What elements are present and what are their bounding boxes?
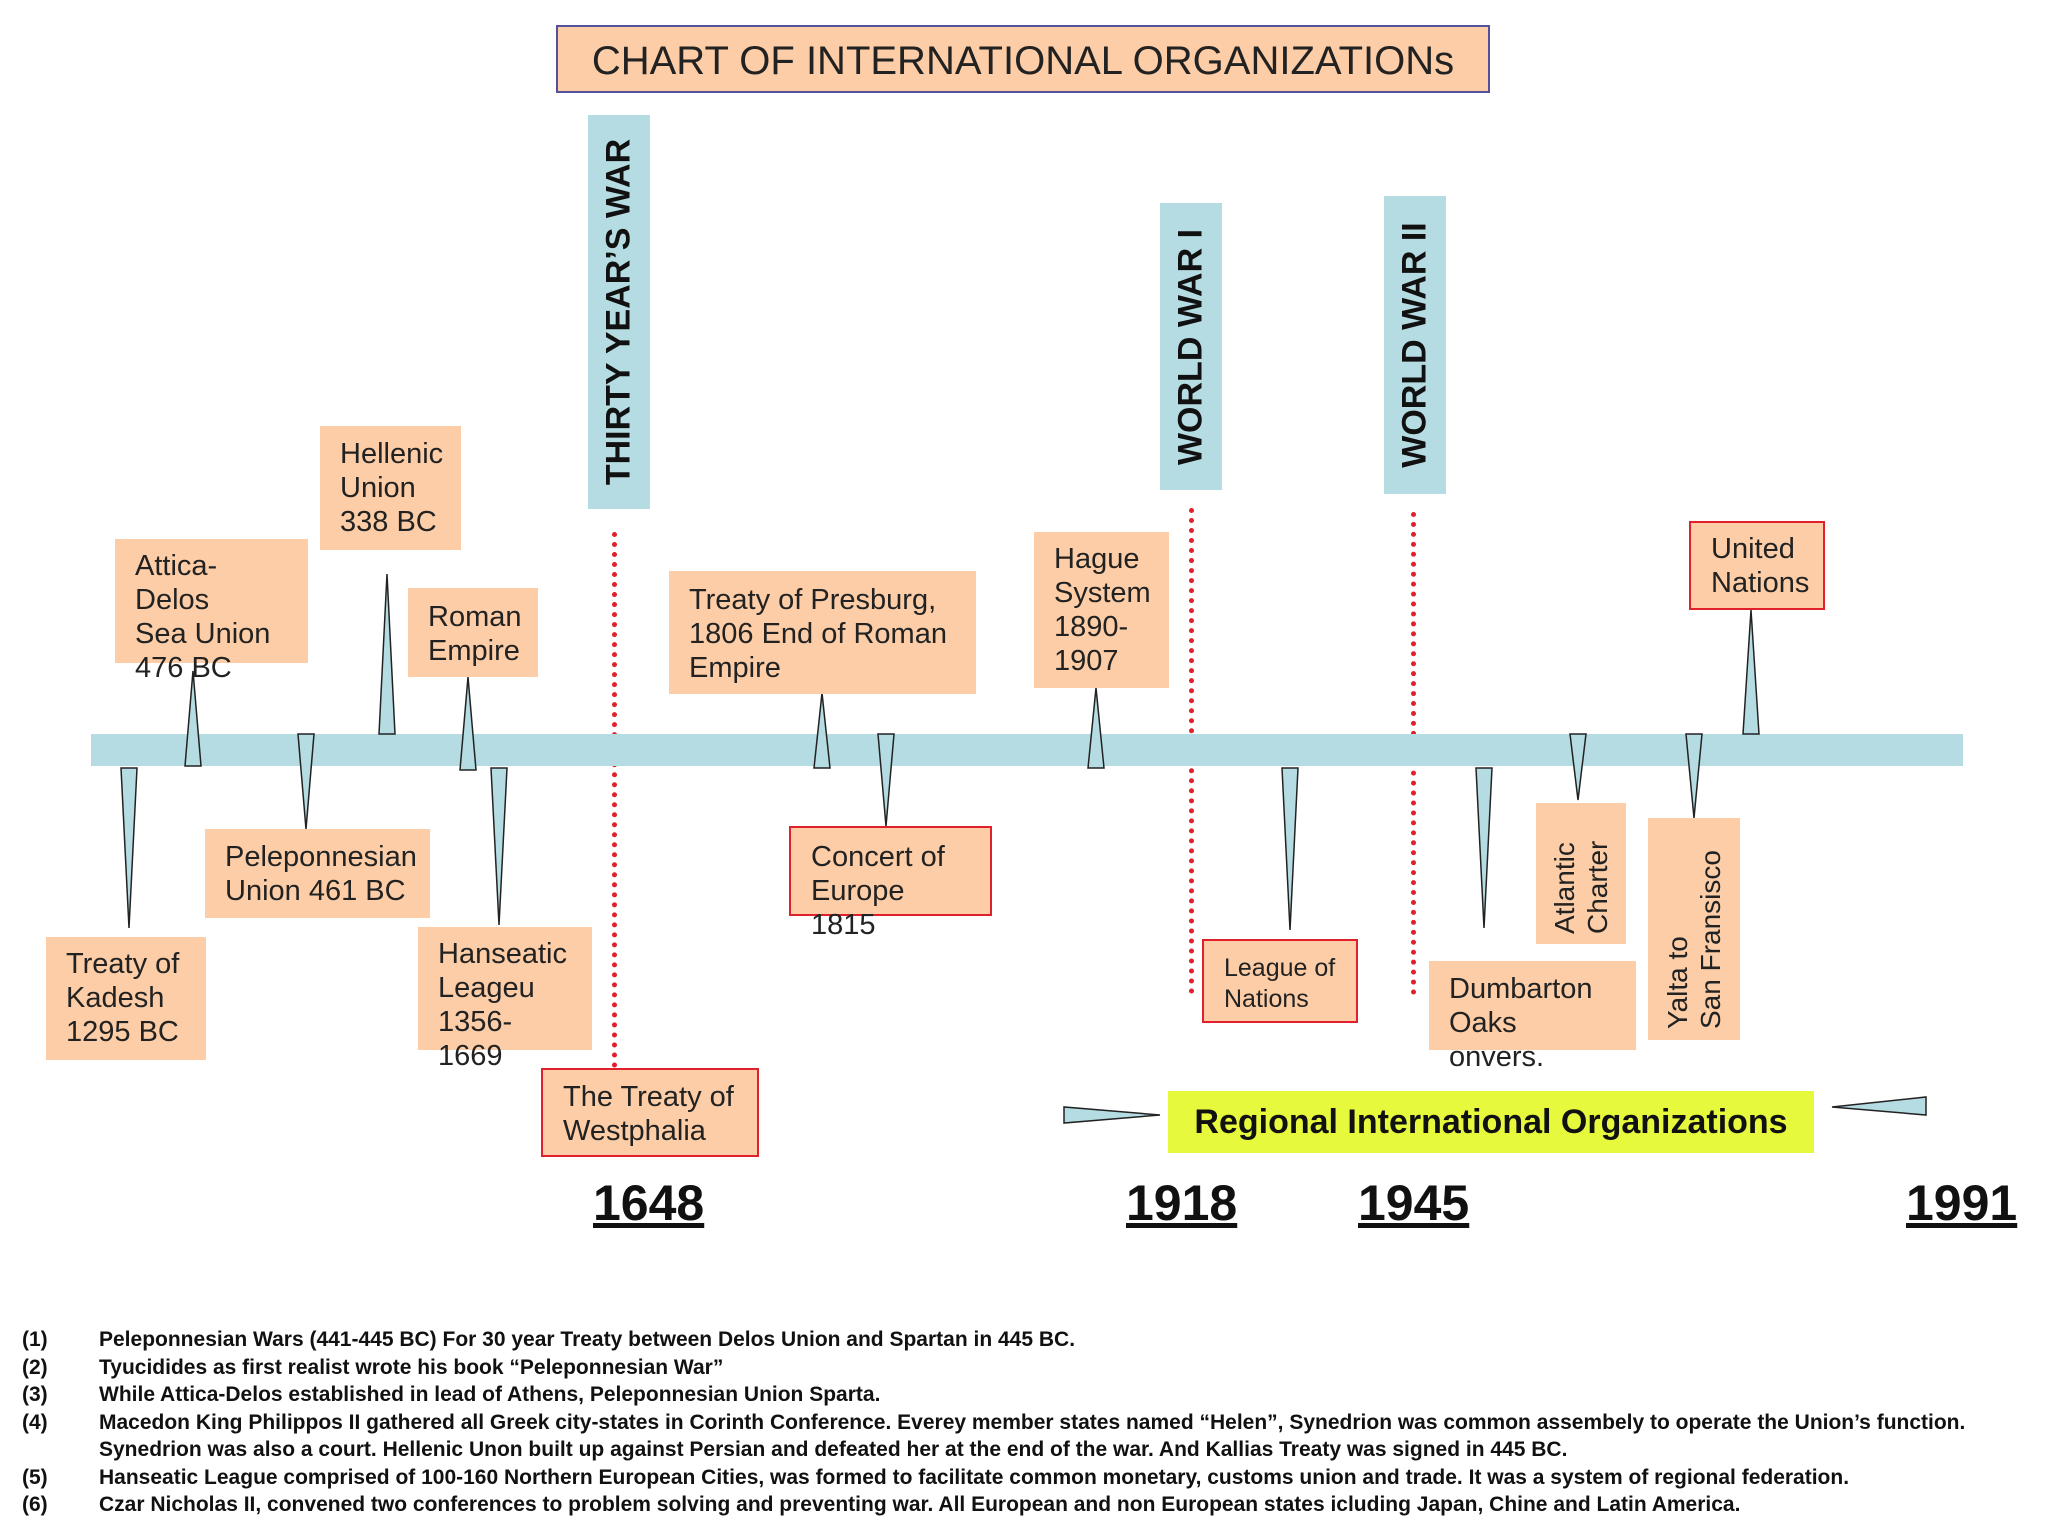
footnote-6: (6) Czar Nicholas II, convened two confe… — [22, 1491, 2032, 1519]
footnote-text: Tyucidides as first realist wrote his bo… — [99, 1355, 724, 1379]
pointer-united-nations — [1742, 609, 1760, 735]
event-treaty-westphalia: The Treaty of Westphalia — [541, 1068, 759, 1157]
footnote-4: (4) Macedon King Philippos II gathered a… — [22, 1409, 2032, 1464]
pointer-roman — [459, 676, 477, 771]
thirty-years-war-line — [612, 532, 617, 1068]
event-hanseatic-league: Hanseatic Leageu 1356-1669 — [418, 927, 592, 1072]
regional-arrow-right — [1831, 1096, 1927, 1116]
footnote-text: Czar Nicholas II, convened two conferenc… — [99, 1493, 1741, 1516]
thirty-years-war-banner: THIRTY YEAR’S WAR — [588, 115, 650, 509]
event-roman-empire: Roman Empire — [408, 588, 538, 677]
event-attica-delos: Attica-Delos Sea Union 476 BC — [115, 539, 308, 684]
footnote-text: Macedon King Philippos II gathered all G… — [99, 1410, 1966, 1462]
year-1648: 1648 — [593, 1175, 705, 1231]
pointer-hague — [1087, 687, 1105, 769]
event-dumbarton-oaks: Dumbarton Oaks onvers. — [1429, 961, 1636, 1073]
event-league-of-nations: League of Nations — [1202, 939, 1358, 1023]
event-yalta-san-fransisco: Yalta to San Fransisco — [1648, 818, 1740, 1040]
footnote-number: (2) — [22, 1355, 48, 1379]
footnote-3: (3) While Attica-Delos established in le… — [22, 1381, 2032, 1409]
pointer-kadesh — [120, 767, 138, 929]
pointer-yalta — [1685, 733, 1703, 819]
year-1945: 1945 — [1358, 1175, 1470, 1231]
event-atlantic-charter: Atlantic Charter — [1536, 803, 1626, 944]
regional-arrow-left — [1063, 1106, 1161, 1124]
year-1991: 1991 — [1906, 1175, 2018, 1231]
event-hague-system: Hague System 1890- 1907 — [1034, 532, 1169, 688]
world-war-1-banner: WORLD WAR I — [1160, 203, 1222, 490]
footnote-text: Hanseatic League comprised of 100-160 No… — [99, 1465, 1850, 1489]
footnote-number: (5) — [22, 1465, 48, 1489]
footnote-number: (1) — [22, 1328, 48, 1351]
footnote-number: (3) — [22, 1383, 48, 1406]
yalta-label: Yalta to San Fransisco — [1662, 850, 1726, 1029]
footnote-number: (6) — [22, 1493, 48, 1516]
pointer-presburg — [813, 692, 831, 769]
world-war-2-banner: WORLD WAR II — [1384, 196, 1446, 494]
footnote-text: While Attica-Delos established in lead o… — [99, 1383, 881, 1406]
footnote-2: (2) Tyucidides as first realist wrote hi… — [22, 1354, 2032, 1382]
pointer-hanseatic — [490, 767, 508, 926]
pointer-atlantic — [1569, 733, 1587, 801]
pointer-hellenic — [378, 573, 396, 735]
pointer-league — [1281, 767, 1299, 931]
year-1918: 1918 — [1126, 1175, 1238, 1231]
event-hellenic-union: Hellenic Union 338 BC — [320, 426, 461, 550]
pointer-attica-delos — [184, 670, 202, 767]
event-peleponnesian-union: Peleponnesian Union 461 BC — [205, 829, 430, 918]
event-united-nations: United Nations — [1689, 521, 1825, 610]
pointer-peleponnesian — [297, 733, 315, 830]
event-treaty-presburg: Treaty of Presburg, 1806 End of Roman Em… — [669, 571, 976, 694]
event-concert-of-europe: Concert of Europe 1815 — [789, 826, 992, 941]
footnote-1: (1) Peleponnesian Wars (441-445 BC) For … — [22, 1326, 2032, 1354]
timeline-bar — [91, 734, 1963, 766]
atlantic-charter-label: Atlantic Charter — [1549, 840, 1613, 934]
footnote-number: (4) — [22, 1410, 48, 1434]
footnote-5: (5) Hanseatic League comprised of 100-16… — [22, 1464, 2032, 1492]
footnote-text: Peleponnesian Wars (441-445 BC) For 30 y… — [99, 1328, 1076, 1351]
pointer-concert — [877, 733, 895, 827]
regional-organizations-label: Regional International Organizations — [1168, 1091, 1814, 1153]
event-treaty-kadesh: Treaty of Kadesh 1295 BC — [46, 937, 206, 1060]
footnotes: (1) Peleponnesian Wars (441-445 BC) For … — [22, 1326, 2032, 1519]
chart-title: CHART OF INTERNATIONAL ORGANIZATIONs — [556, 25, 1490, 93]
pointer-dumbarton — [1475, 767, 1493, 929]
